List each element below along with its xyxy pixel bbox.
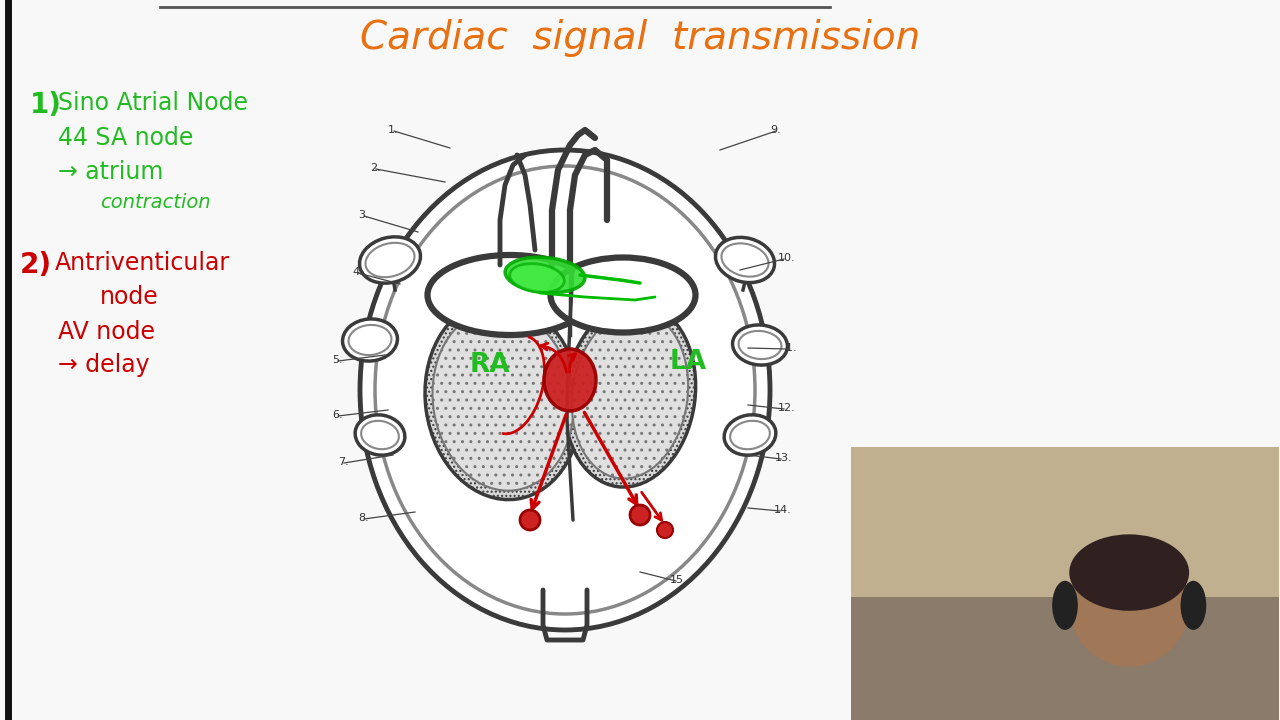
Ellipse shape — [544, 349, 596, 411]
Bar — [851, 447, 1279, 720]
Ellipse shape — [348, 325, 392, 355]
Ellipse shape — [1069, 544, 1189, 667]
Text: 11.: 11. — [780, 343, 797, 353]
Bar — [851, 447, 1279, 597]
Text: 8.: 8. — [358, 513, 369, 523]
Ellipse shape — [433, 310, 573, 490]
Ellipse shape — [1069, 534, 1189, 611]
Ellipse shape — [550, 258, 695, 333]
Text: LA: LA — [669, 349, 707, 375]
Text: 44 SA node: 44 SA node — [58, 126, 193, 150]
Text: 2.: 2. — [370, 163, 380, 173]
Ellipse shape — [425, 300, 581, 500]
Ellipse shape — [506, 257, 585, 293]
Text: 13.: 13. — [774, 453, 792, 463]
Text: 3.: 3. — [358, 210, 369, 220]
Text: → atrium: → atrium — [58, 160, 164, 184]
Ellipse shape — [1052, 581, 1078, 630]
Circle shape — [630, 505, 650, 525]
Text: Antriventicular: Antriventicular — [55, 251, 230, 275]
Ellipse shape — [361, 420, 399, 449]
Ellipse shape — [355, 415, 404, 455]
Text: 14.: 14. — [774, 505, 792, 515]
Circle shape — [520, 510, 540, 530]
Ellipse shape — [724, 415, 776, 455]
Ellipse shape — [730, 420, 769, 449]
Text: 10.: 10. — [778, 253, 796, 263]
Ellipse shape — [572, 312, 689, 479]
Circle shape — [657, 522, 673, 538]
Text: 4.: 4. — [352, 267, 362, 277]
Text: 1): 1) — [29, 91, 61, 119]
Text: contraction: contraction — [100, 192, 211, 212]
Ellipse shape — [343, 319, 398, 361]
Ellipse shape — [732, 325, 787, 365]
Ellipse shape — [360, 237, 421, 283]
Text: Cardiac  signal  transmission: Cardiac signal transmission — [360, 19, 920, 57]
Text: 15.: 15. — [669, 575, 687, 585]
Text: RA: RA — [470, 352, 511, 378]
Text: 7.: 7. — [338, 457, 348, 467]
Ellipse shape — [716, 238, 774, 283]
Text: AV node: AV node — [58, 320, 155, 344]
Ellipse shape — [366, 243, 415, 277]
Ellipse shape — [564, 303, 695, 487]
Text: 6.: 6. — [332, 410, 343, 420]
Ellipse shape — [739, 331, 782, 359]
Ellipse shape — [1180, 581, 1206, 630]
Text: → delay: → delay — [58, 353, 150, 377]
Text: node: node — [100, 285, 159, 309]
Ellipse shape — [428, 255, 593, 335]
Text: Sino Atrial Node: Sino Atrial Node — [58, 91, 248, 115]
Text: 1.: 1. — [388, 125, 398, 135]
Ellipse shape — [509, 264, 564, 292]
Text: 12.: 12. — [778, 403, 796, 413]
Ellipse shape — [722, 243, 768, 276]
Text: 5.: 5. — [332, 355, 343, 365]
Ellipse shape — [360, 150, 771, 630]
Text: 9.: 9. — [771, 125, 781, 135]
Text: 2): 2) — [20, 251, 52, 279]
